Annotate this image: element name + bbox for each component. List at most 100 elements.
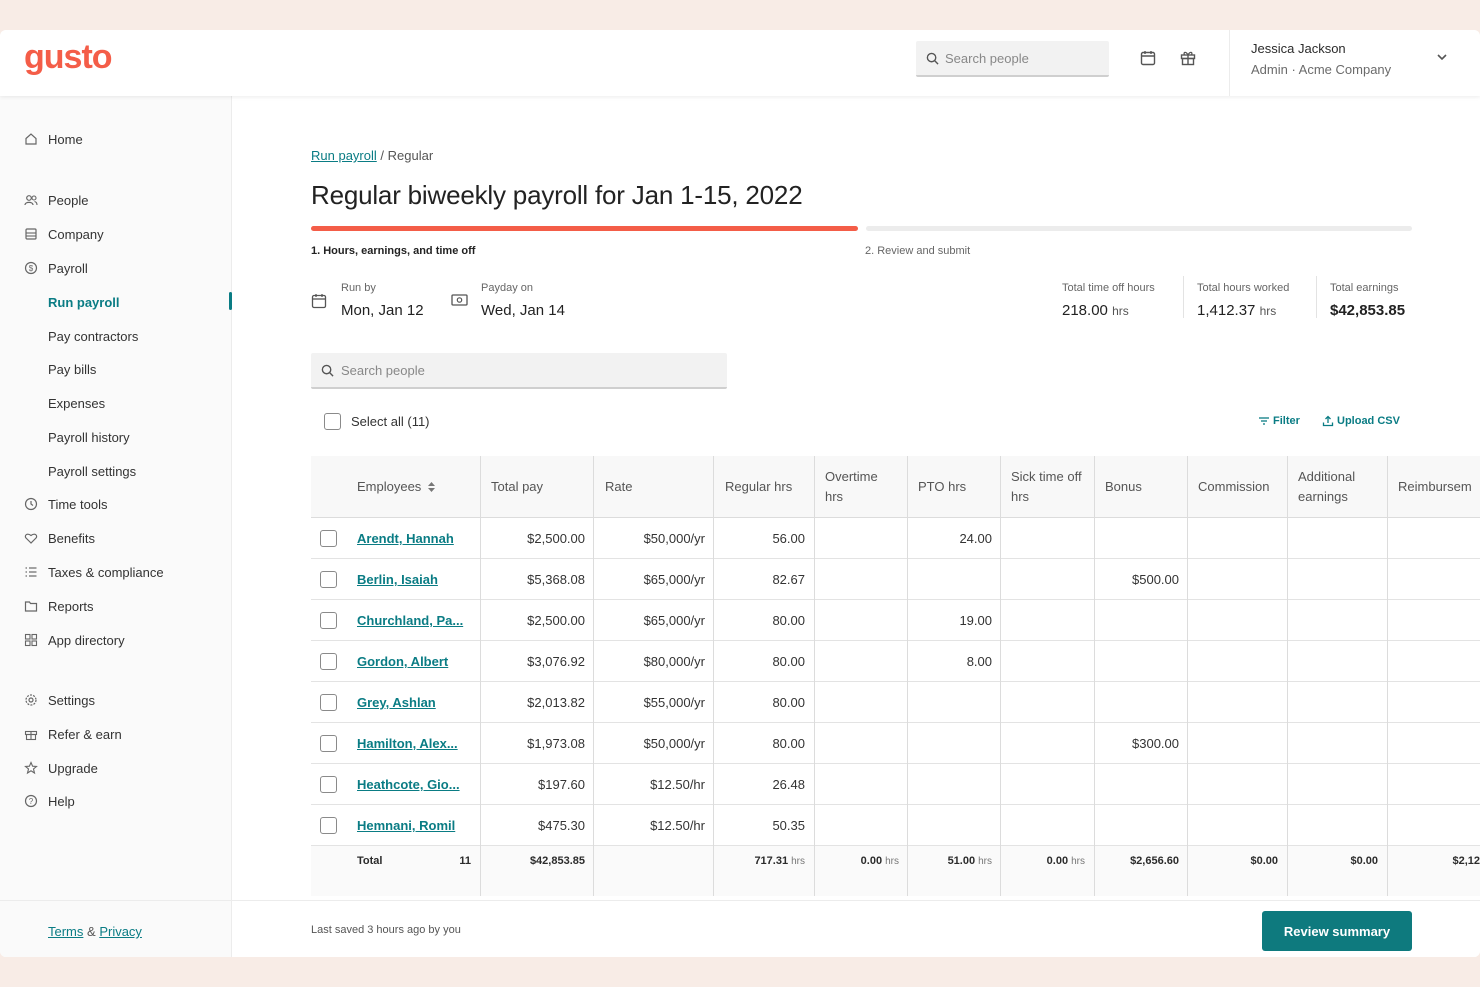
sidebar-item-people[interactable]: People [0,186,232,214]
employee-name-link[interactable]: Heathcote, Gio... [357,777,460,792]
sidebar-item-taxes[interactable]: Taxes & compliance [0,558,232,586]
cell-overtime-hrs[interactable] [815,518,899,559]
cell-overtime-hrs[interactable] [815,723,899,764]
column-header-additional-earnings[interactable]: Additional earnings [1298,469,1356,504]
cell-sick-hrs[interactable] [1001,600,1085,641]
cell-regular-hrs[interactable]: 80.00 [772,736,805,751]
cell-sick-hrs[interactable] [1001,723,1085,764]
row-checkbox[interactable] [320,653,337,670]
cell-pto-hrs[interactable] [908,764,992,805]
cell-additional-earnings[interactable] [1288,641,1378,682]
upload-csv-button[interactable]: Upload CSV [1322,415,1400,427]
cell-bonus[interactable] [1095,518,1179,559]
row-checkbox[interactable] [320,612,337,629]
cell-sick-hrs[interactable] [1001,559,1085,600]
column-header-commission[interactable]: Commission [1198,479,1270,494]
sidebar-item-time-tools[interactable]: Time tools [0,490,232,518]
cell-pto-hrs[interactable]: 8.00 [966,654,992,669]
gusto-logo[interactable]: gusto [24,38,113,76]
cell-regular-hrs[interactable]: 56.00 [772,531,805,546]
cell-additional-earnings[interactable] [1288,600,1378,641]
cell-pto-hrs[interactable] [908,682,992,723]
cell-pto-hrs[interactable]: 19.00 [959,613,992,628]
cell-commission[interactable] [1188,518,1278,559]
cell-bonus[interactable]: $500.00 [1132,572,1179,587]
user-menu[interactable]: Jessica Jackson Admin · Acme Company [1229,30,1480,96]
cell-bonus[interactable] [1095,682,1179,723]
employee-name-link[interactable]: Gordon, Albert [357,654,449,669]
cell-sick-hrs[interactable] [1001,764,1085,805]
cell-bonus[interactable] [1095,805,1179,846]
column-header-pto-hrs[interactable]: PTO hrs [918,479,967,494]
sidebar-item-payroll-history[interactable]: Payroll history [0,423,232,451]
table-search-input[interactable]: Search people [311,353,727,389]
cell-commission[interactable] [1188,764,1278,805]
sidebar-item-payroll-settings[interactable]: Payroll settings [0,457,232,485]
sidebar-item-settings[interactable]: Settings [0,686,232,714]
cell-regular-hrs[interactable]: 80.00 [772,654,805,669]
sidebar-item-help[interactable]: ? Help [0,787,232,815]
cell-overtime-hrs[interactable] [815,559,899,600]
filter-button[interactable]: Filter [1258,415,1300,427]
cell-sick-hrs[interactable] [1001,518,1085,559]
column-header-employees[interactable]: Employees [357,456,436,518]
cell-regular-hrs[interactable]: 50.35 [772,818,805,833]
column-header-rate[interactable]: Rate [605,479,633,494]
cell-regular-hrs[interactable]: 26.48 [772,777,805,792]
employee-name-link[interactable]: Berlin, Isaiah [357,572,438,587]
row-checkbox[interactable] [320,776,337,793]
cell-additional-earnings[interactable] [1288,518,1378,559]
column-header-bonus[interactable]: Bonus [1105,479,1142,494]
cell-regular-hrs[interactable]: 82.67 [772,572,805,587]
cell-sick-hrs[interactable] [1001,641,1085,682]
employee-name-link[interactable]: Grey, Ashlan [357,695,436,710]
sort-icon[interactable] [427,481,436,493]
sidebar-item-payroll[interactable]: $ Payroll [0,254,232,282]
row-checkbox[interactable] [320,530,337,547]
review-summary-button[interactable]: Review summary [1262,911,1412,951]
chevron-down-icon[interactable] [1435,50,1449,64]
gift-icon[interactable] [1178,48,1198,68]
row-checkbox[interactable] [320,571,337,588]
cell-additional-earnings[interactable] [1288,805,1378,846]
cell-bonus[interactable] [1095,600,1179,641]
breadcrumb-run-payroll-link[interactable]: Run payroll [311,148,377,163]
cell-regular-hrs[interactable]: 80.00 [772,613,805,628]
checkbox[interactable] [324,413,341,430]
cell-regular-hrs[interactable]: 80.00 [772,695,805,710]
row-checkbox[interactable] [320,735,337,752]
cell-overtime-hrs[interactable] [815,600,899,641]
column-header-regular-hrs[interactable]: Regular hrs [725,479,793,494]
employee-name-link[interactable]: Churchland, Pa... [357,613,464,628]
cell-additional-earnings[interactable] [1288,559,1378,600]
sidebar-item-upgrade[interactable]: Upgrade [0,754,232,782]
row-checkbox[interactable] [320,817,337,834]
cell-sick-hrs[interactable] [1001,682,1085,723]
cell-commission[interactable] [1188,805,1278,846]
sidebar-item-refer-earn[interactable]: Refer & earn [0,720,232,748]
column-header-overtime-hrs[interactable]: Overtime hrs [825,469,878,504]
sidebar-item-expenses[interactable]: Expenses [0,389,232,417]
cell-commission[interactable] [1188,600,1278,641]
sidebar-item-home[interactable]: Home [0,125,232,153]
sidebar-item-benefits[interactable]: Benefits [0,524,232,552]
column-header-total-pay[interactable]: Total pay [491,479,544,494]
header-search-input[interactable]: Search people [916,41,1109,77]
privacy-link[interactable]: Privacy [99,924,142,939]
terms-link[interactable]: Terms [48,924,84,939]
cell-sick-hrs[interactable] [1001,805,1085,846]
calendar-icon[interactable] [1138,48,1158,68]
cell-overtime-hrs[interactable] [815,805,899,846]
cell-overtime-hrs[interactable] [815,682,899,723]
column-header-reimbursements[interactable]: Reimbursem [1398,479,1472,494]
cell-commission[interactable] [1188,723,1278,764]
cell-bonus[interactable] [1095,764,1179,805]
employee-name-link[interactable]: Arendt, Hannah [357,531,454,546]
cell-overtime-hrs[interactable] [815,641,899,682]
employee-name-link[interactable]: Hamilton, Alex... [357,736,458,751]
cell-additional-earnings[interactable] [1288,764,1378,805]
cell-bonus[interactable] [1095,641,1179,682]
cell-pto-hrs[interactable] [908,723,992,764]
cell-bonus[interactable]: $300.00 [1132,736,1179,751]
employee-name-link[interactable]: Hemnani, Romil [357,818,456,833]
